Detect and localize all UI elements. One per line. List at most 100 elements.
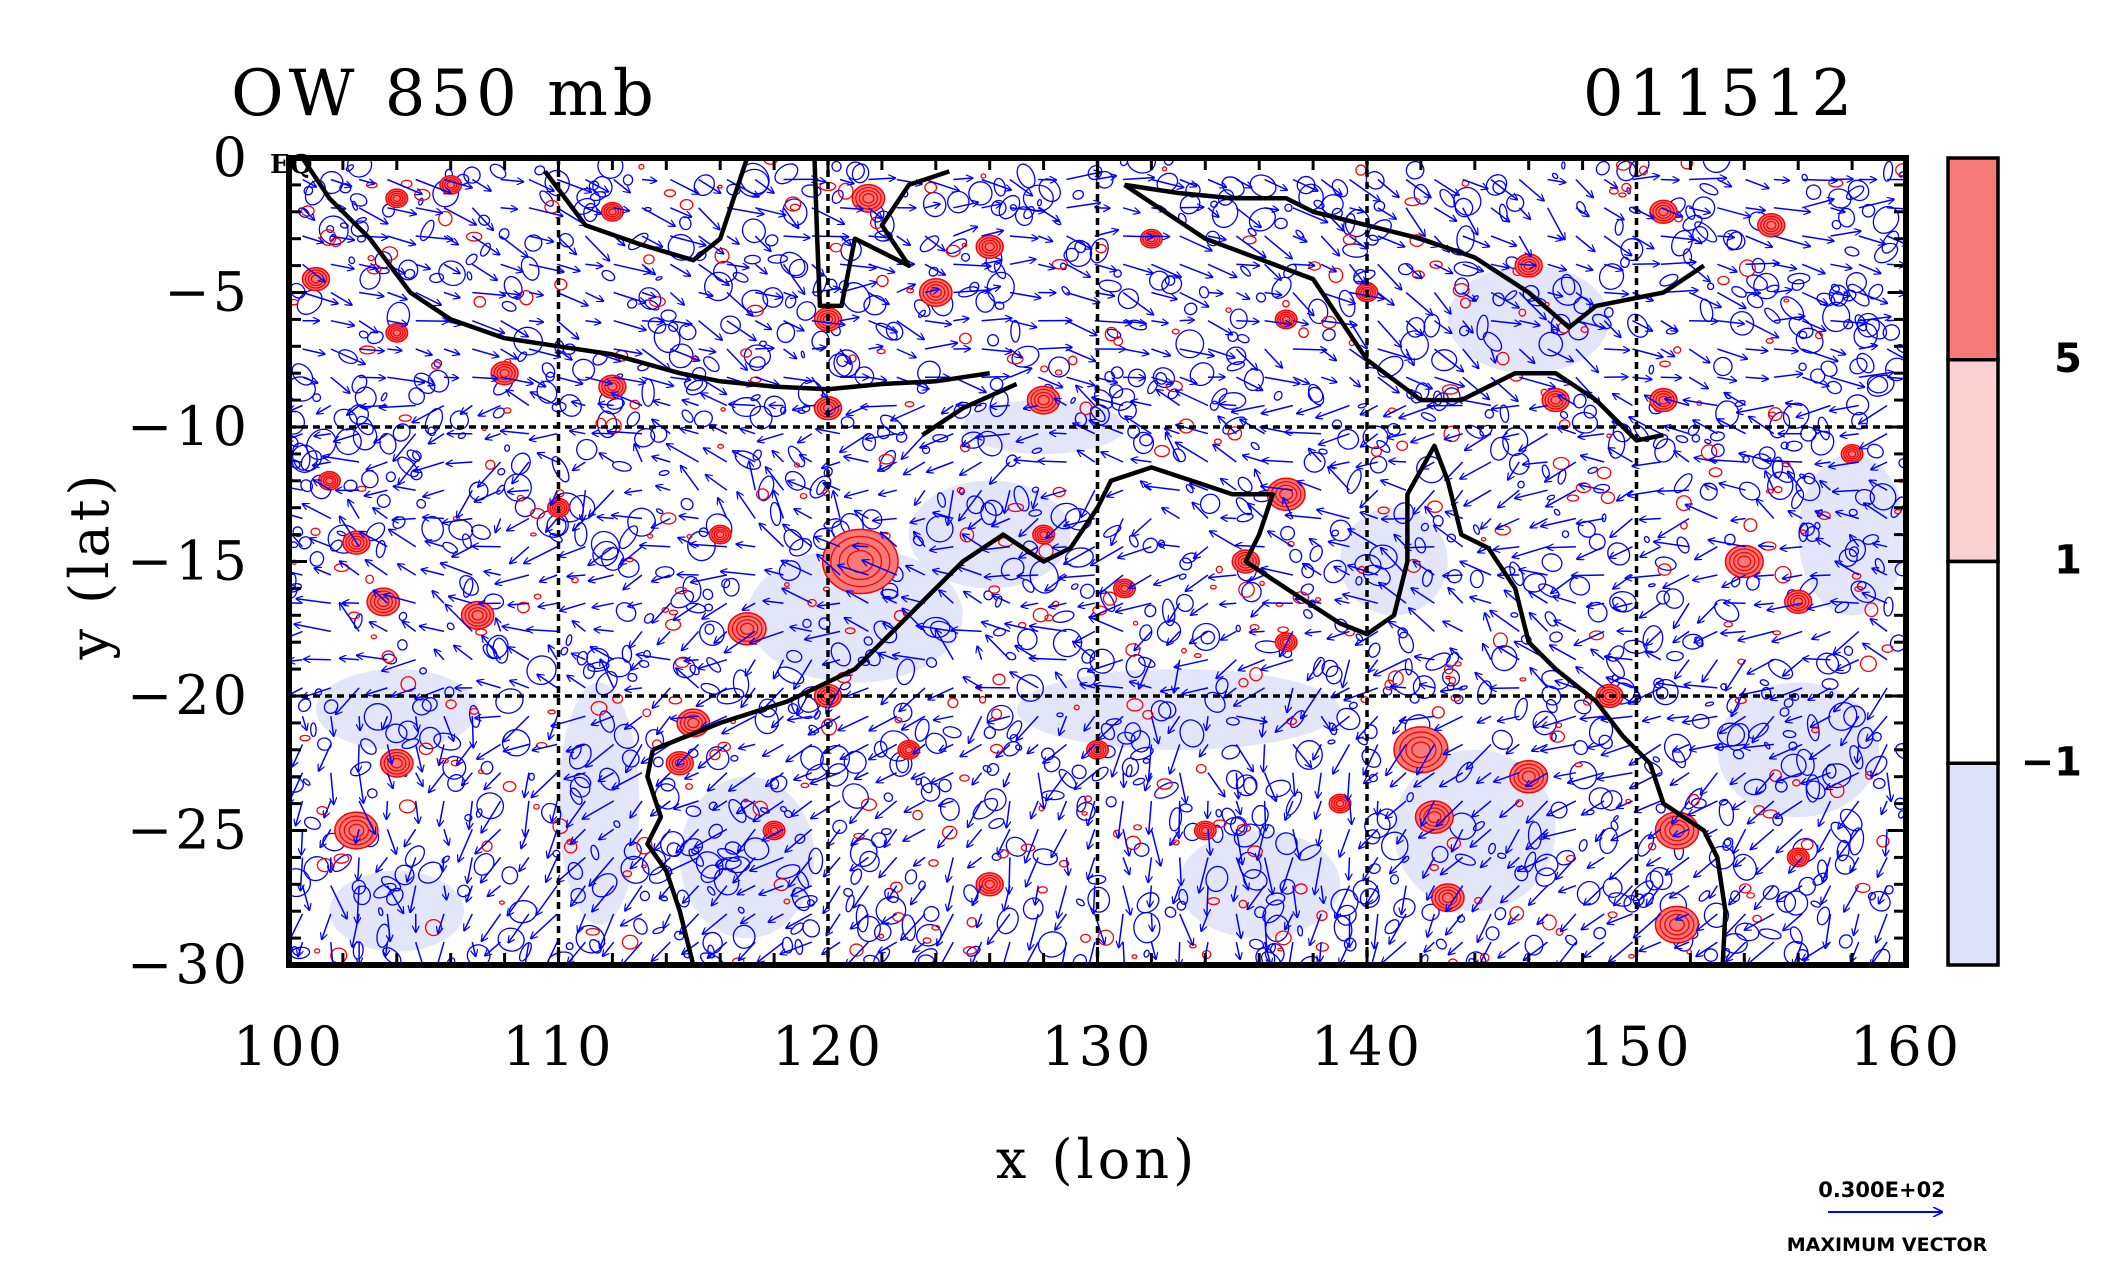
wind-vector	[1694, 856, 1718, 877]
positive-contour	[674, 657, 690, 669]
wind-vector	[1348, 772, 1350, 801]
wind-vector	[540, 574, 558, 582]
negative-contour	[611, 460, 632, 472]
wind-vector	[530, 432, 558, 440]
wind-vector	[1755, 603, 1774, 605]
negative-contour	[660, 309, 677, 322]
wind-vector	[844, 457, 869, 463]
positive-contour	[529, 532, 537, 537]
y-tick-label: −5	[164, 261, 250, 324]
wind-vector	[415, 772, 423, 787]
wind-vector	[359, 349, 384, 351]
wind-vector	[1640, 519, 1661, 520]
wind-vector	[960, 743, 982, 756]
wind-vector	[960, 461, 982, 475]
negative-contour	[1806, 714, 1820, 742]
negative-contour	[528, 772, 535, 781]
positive-contour	[668, 609, 679, 616]
wind-vector	[1830, 404, 1859, 411]
wind-vector	[924, 321, 951, 325]
wind-vector	[1443, 575, 1463, 576]
wind-vector	[1660, 320, 1678, 331]
negative-contour	[1369, 455, 1388, 474]
negative-contour	[1801, 173, 1808, 182]
wind-vector	[1017, 575, 1039, 576]
wind-vector	[972, 772, 983, 785]
positive-contour	[717, 184, 723, 189]
wind-vector	[669, 291, 684, 305]
positive-contour	[485, 459, 496, 470]
positive-contour	[365, 574, 375, 585]
wind-vector	[1111, 518, 1124, 546]
negative-contour	[1496, 852, 1507, 859]
negative-contour	[1722, 837, 1734, 851]
wind-vector	[1149, 800, 1152, 834]
positive-ow-cell	[1274, 309, 1298, 330]
wind-vector	[939, 801, 954, 806]
negative-contour	[1200, 630, 1216, 645]
wind-vector	[546, 857, 558, 882]
wind-vector	[869, 715, 898, 731]
negative-contour	[1768, 411, 1791, 439]
positive-contour	[398, 799, 417, 814]
wind-vector	[359, 236, 388, 238]
negative-contour	[1321, 659, 1339, 678]
negative-contour	[779, 251, 806, 277]
negative-contour	[919, 235, 940, 253]
wind-vector	[652, 574, 671, 582]
negative-contour	[1142, 757, 1151, 764]
wind-vector	[423, 489, 445, 497]
negative-contour	[1325, 665, 1343, 685]
negative-contour	[606, 657, 632, 678]
wind-vector	[358, 772, 363, 803]
negative-contour	[1243, 368, 1265, 392]
negative-contour	[1655, 686, 1669, 700]
wind-vector	[1643, 715, 1662, 721]
positive-contour	[1328, 267, 1344, 284]
wind-vector	[1066, 291, 1100, 303]
negative-contour	[539, 190, 554, 207]
wind-vector	[557, 376, 582, 384]
wind-vector	[289, 513, 303, 520]
wind-vector	[500, 263, 523, 271]
negative-contour	[427, 426, 437, 437]
negative-contour	[832, 819, 848, 834]
negative-contour	[1814, 521, 1821, 530]
wind-vector	[839, 317, 859, 320]
wind-vector	[1801, 291, 1827, 305]
wind-vector	[1722, 574, 1746, 587]
negative-contour	[1240, 265, 1251, 277]
negative-contour	[1006, 720, 1023, 740]
negative-contour	[1472, 524, 1481, 535]
wind-vector	[1610, 517, 1633, 538]
negative-contour	[1289, 548, 1303, 563]
negative-contour	[1671, 229, 1693, 257]
positive-contour	[1298, 327, 1309, 339]
wind-vector	[1732, 800, 1747, 810]
wind-vector	[374, 433, 388, 443]
wind-vector	[1876, 913, 1888, 943]
wind-vector	[1464, 489, 1492, 506]
wind-vector	[1547, 236, 1563, 240]
positive-contour	[1765, 488, 1775, 494]
negative-contour	[1565, 934, 1578, 946]
wind-vector	[302, 504, 332, 520]
wind-vector	[1037, 207, 1059, 222]
wind-vector	[531, 392, 558, 407]
positive-contour	[829, 242, 843, 253]
wind-vector	[811, 288, 840, 294]
wind-vector	[481, 856, 502, 882]
negative-contour	[626, 298, 638, 309]
wind-vector	[464, 913, 473, 931]
negative-contour	[1699, 183, 1719, 196]
wind-vector	[432, 591, 445, 604]
negative-contour	[418, 197, 424, 206]
negative-contour	[691, 847, 700, 855]
vector-key-magnitude: 0.300E+02	[1818, 1178, 1946, 1202]
wind-vector	[1207, 263, 1237, 277]
wind-vector	[1179, 320, 1194, 321]
wind-vector	[1292, 264, 1315, 265]
negative-contour	[806, 899, 815, 907]
negative-contour	[1561, 530, 1570, 539]
negative-contour	[1016, 163, 1036, 189]
